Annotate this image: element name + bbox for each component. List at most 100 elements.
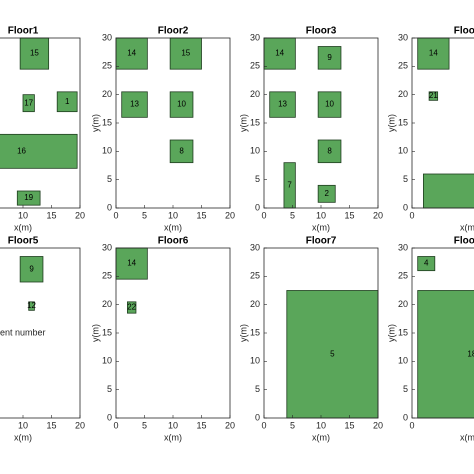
room-label: 16 (17, 146, 26, 155)
room-label: 5 (330, 349, 335, 358)
room-label: 21 (429, 91, 438, 100)
x-tick-label: 15 (344, 210, 354, 220)
x-axis-label: x(m) (460, 222, 474, 232)
room (269, 91, 296, 118)
x-tick-label: 20 (373, 210, 383, 220)
room (169, 139, 194, 164)
x-axis-label: x(m) (312, 432, 330, 442)
y-axis-label: y(m) (238, 114, 248, 132)
x-axis-label: x(m) (312, 222, 330, 232)
y-tick-label: 10 (102, 356, 112, 366)
title: Floor4 (454, 26, 474, 37)
x-tick-label: 0 (261, 210, 266, 220)
room-label: 14 (275, 49, 284, 58)
x-tick-label: 5 (142, 210, 147, 220)
y-tick-label: 30 (250, 242, 260, 252)
y-tick-label: 5 (255, 384, 260, 394)
x-tick-label: 0 (261, 420, 266, 430)
room-label: 17 (24, 98, 33, 107)
y-tick-label: 5 (403, 174, 408, 184)
room (317, 46, 342, 70)
room (115, 37, 148, 70)
y-tick-label: 15 (250, 117, 260, 127)
title: Floor7 (306, 236, 337, 247)
x-axis-label: x(m) (460, 432, 474, 442)
room-label: 14 (127, 259, 136, 268)
room (263, 37, 296, 70)
room-label: 15 (30, 49, 39, 58)
room (317, 184, 336, 203)
x-tick-label: 15 (344, 420, 354, 430)
x-tick-label: 20 (225, 420, 235, 430)
room (19, 256, 44, 283)
room-label: 7 (287, 180, 292, 189)
room-label: 8 (327, 146, 332, 155)
x-tick-label: 15 (196, 210, 206, 220)
y-tick-label: 0 (107, 202, 112, 212)
y-tick-label: 30 (102, 242, 112, 252)
room (16, 190, 41, 206)
room-label: 14 (429, 49, 438, 58)
legend-text: ent number (0, 327, 46, 337)
room-label: 22 (127, 303, 136, 312)
title: Floor3 (306, 26, 337, 37)
room-label: 12 (27, 301, 36, 310)
room (428, 91, 439, 101)
y-tick-label: 0 (403, 202, 408, 212)
x-tick-label: 10 (316, 210, 326, 220)
room-label: 13 (278, 100, 287, 109)
y-tick-label: 15 (250, 327, 260, 337)
room (19, 37, 50, 70)
subplot: 4 18 00 5 10 15 20 25 30 Floor8 x(m) y(m) (386, 236, 474, 442)
room (317, 139, 342, 164)
room (417, 290, 474, 419)
subplot: 9 12 10 15 20 Floor5 x(m) ent number (0, 236, 85, 442)
x-tick-label: 20 (75, 420, 85, 430)
x-tick-label: 15 (46, 210, 56, 220)
room (121, 91, 148, 118)
room (28, 301, 35, 311)
y-tick-label: 25 (398, 61, 408, 71)
y-tick-label: 10 (398, 146, 408, 156)
title: Floor2 (158, 26, 189, 37)
subplot: 15 17 1 16 19 10 15 20 Floor1 x(m) (0, 26, 85, 232)
room-label: 10 (177, 100, 186, 109)
room (127, 301, 137, 314)
room-label: 19 (24, 193, 33, 202)
x-tick-label: 0 (113, 210, 118, 220)
y-tick-label: 20 (102, 299, 112, 309)
y-tick-label: 5 (107, 174, 112, 184)
x-tick-label: 10 (316, 420, 326, 430)
y-tick-label: 10 (250, 146, 260, 156)
room (56, 91, 78, 113)
room (286, 290, 379, 419)
room (0, 133, 78, 169)
room (422, 173, 474, 209)
x-axis-label: x(m) (164, 432, 182, 442)
y-tick-label: 15 (102, 117, 112, 127)
room-label: 10 (325, 100, 334, 109)
x-axis-label: x(m) (14, 432, 32, 442)
y-axis-label: y(m) (238, 324, 248, 342)
y-tick-label: 10 (250, 356, 260, 366)
y-tick-label: 15 (398, 117, 408, 127)
x-tick-label: 0 (113, 420, 118, 430)
y-tick-label: 10 (102, 146, 112, 156)
room-label: 2 (324, 189, 329, 198)
y-axis-label: y(m) (90, 324, 100, 342)
x-tick-label: 0 (409, 420, 414, 430)
y-tick-label: 30 (398, 242, 408, 252)
y-tick-label: 10 (398, 356, 408, 366)
room-label: 13 (130, 100, 139, 109)
y-tick-label: 0 (255, 412, 260, 422)
x-tick-label: 10 (18, 420, 28, 430)
title: Floor5 (8, 236, 39, 247)
title: Floor1 (8, 26, 39, 37)
y-tick-label: 30 (250, 32, 260, 42)
room (317, 91, 342, 118)
title: Floor6 (158, 236, 189, 247)
room-label: 9 (29, 264, 34, 273)
y-axis-label: y(m) (386, 324, 396, 342)
room-label: 18 (467, 349, 474, 358)
subplot: 5 0 5 10 15 20 0 5 10 15 20 25 30 Floor7 x(m) y(m) (238, 236, 383, 443)
